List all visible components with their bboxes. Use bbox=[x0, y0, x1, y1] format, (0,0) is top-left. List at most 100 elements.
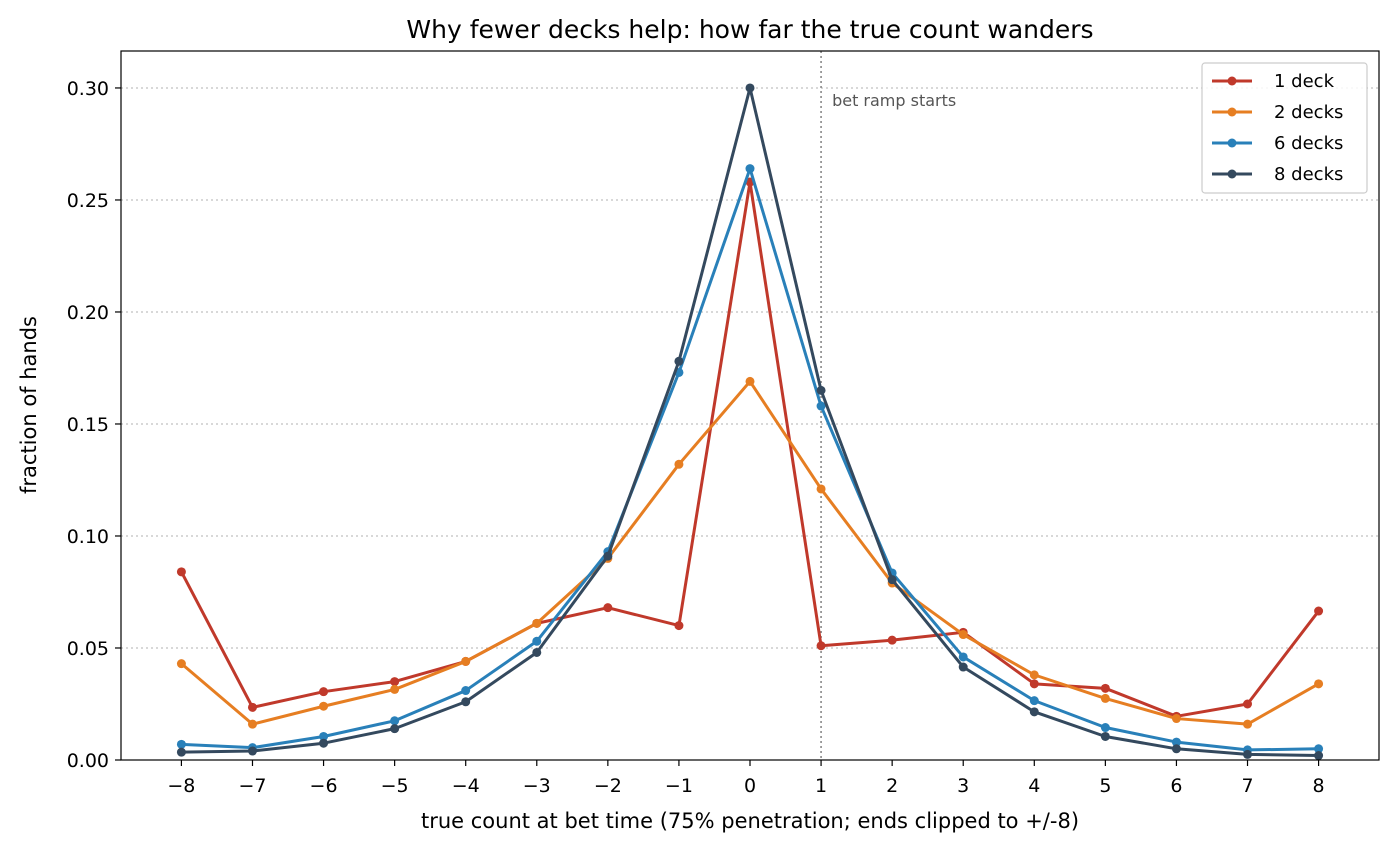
data-point bbox=[674, 356, 684, 366]
data-point bbox=[1029, 679, 1039, 689]
data-point bbox=[674, 621, 684, 631]
y-tick-label: 0.25 bbox=[67, 190, 109, 212]
data-point bbox=[461, 656, 471, 666]
data-point bbox=[319, 738, 329, 748]
series-3 bbox=[176, 164, 1324, 755]
x-tick-label: −3 bbox=[523, 775, 551, 797]
legend-label: 1 deck bbox=[1274, 71, 1335, 92]
legend: 1 deck 2 decks 6 decks 8 decks bbox=[1201, 62, 1368, 194]
data-point bbox=[176, 739, 186, 749]
data-point bbox=[1029, 707, 1039, 717]
data-point bbox=[958, 630, 968, 640]
series-line bbox=[180, 180, 1320, 718]
data-point bbox=[461, 697, 471, 707]
bet-ramp-annotation: bet ramp starts bbox=[832, 91, 956, 110]
data-point bbox=[390, 677, 400, 687]
legend-box bbox=[1201, 62, 1368, 194]
x-tick-label: −4 bbox=[452, 775, 480, 797]
x-tick-label: 3 bbox=[957, 775, 969, 797]
data-point bbox=[1100, 683, 1110, 693]
legend-item: 8 decks bbox=[1212, 164, 1343, 185]
data-point bbox=[816, 401, 826, 411]
series-4 bbox=[176, 83, 1324, 761]
data-point bbox=[887, 635, 897, 645]
data-point bbox=[1029, 670, 1039, 680]
x-tick-label: 4 bbox=[1028, 775, 1040, 797]
y-tick-label: 0.15 bbox=[67, 414, 109, 436]
data-point bbox=[532, 636, 542, 646]
data-point bbox=[1314, 606, 1324, 616]
data-point bbox=[958, 652, 968, 662]
data-point bbox=[887, 575, 897, 585]
axes: 0.00 0.05 0.10 0.15 0.20 0.25 0.30 −8 −7 −6 −5 −4 −3… bbox=[67, 78, 1325, 797]
data-point bbox=[390, 716, 400, 726]
x-axis-label: true count at bet time (75% penetration;… bbox=[421, 809, 1079, 833]
x-tick-label: −7 bbox=[238, 775, 266, 797]
data-point bbox=[247, 702, 257, 712]
data-point bbox=[816, 641, 826, 651]
legend-label: 8 decks bbox=[1274, 164, 1343, 185]
x-tick-label: −8 bbox=[167, 775, 195, 797]
data-point bbox=[1029, 696, 1039, 706]
data-point bbox=[603, 551, 613, 561]
x-tick-label: 6 bbox=[1170, 775, 1182, 797]
data-point bbox=[176, 747, 186, 757]
legend-swatch-marker bbox=[1227, 138, 1237, 148]
data-point bbox=[319, 731, 329, 741]
data-point bbox=[1314, 679, 1324, 689]
data-point bbox=[1243, 719, 1253, 729]
data-point bbox=[1100, 693, 1110, 703]
data-point bbox=[745, 83, 755, 93]
y-tick-label: 0.30 bbox=[67, 78, 109, 100]
legend-item: 1 deck bbox=[1212, 71, 1335, 92]
data-point bbox=[176, 567, 186, 577]
data-point bbox=[958, 662, 968, 672]
data-point bbox=[319, 687, 329, 697]
y-tick-label: 0.20 bbox=[67, 302, 109, 324]
data-point bbox=[1171, 737, 1181, 747]
data-point bbox=[390, 724, 400, 734]
series-line bbox=[181, 167, 1319, 752]
x-tick-label: 5 bbox=[1099, 775, 1111, 797]
data-point bbox=[603, 603, 613, 613]
data-point bbox=[745, 376, 755, 386]
data-point bbox=[247, 719, 257, 729]
data-point bbox=[319, 701, 329, 711]
data-point bbox=[247, 746, 257, 756]
x-tick-label: 0 bbox=[744, 775, 756, 797]
legend-item: 2 decks bbox=[1212, 102, 1343, 123]
data-point bbox=[816, 484, 826, 494]
data-point bbox=[532, 618, 542, 628]
y-tick-label: 0.10 bbox=[67, 526, 109, 548]
x-tick-label: −5 bbox=[381, 775, 409, 797]
data-point bbox=[1100, 731, 1110, 741]
legend-label: 2 decks bbox=[1274, 102, 1343, 123]
x-tick-label: 7 bbox=[1241, 775, 1253, 797]
y-tick-label: 0.05 bbox=[67, 638, 109, 660]
reference-line-layer: bet ramp starts bbox=[820, 51, 956, 760]
x-tick-label: −1 bbox=[665, 775, 693, 797]
data-point bbox=[390, 684, 400, 694]
data-point bbox=[674, 459, 684, 469]
x-tick-label: 1 bbox=[815, 775, 827, 797]
y-tick-label: 0.00 bbox=[67, 750, 109, 772]
legend-swatch-marker bbox=[1227, 76, 1237, 86]
data-point bbox=[1100, 723, 1110, 733]
data-point bbox=[1243, 749, 1253, 759]
chart-title: Why fewer decks help: how far the true c… bbox=[406, 15, 1093, 44]
plot-area-frame bbox=[120, 50, 1380, 761]
data-point bbox=[461, 686, 471, 696]
data-point bbox=[1314, 751, 1324, 761]
data-point bbox=[1314, 744, 1324, 754]
series-2 bbox=[176, 376, 1324, 729]
data-point bbox=[1171, 744, 1181, 754]
x-tick-label: −2 bbox=[594, 775, 622, 797]
legend-item: 6 decks bbox=[1212, 133, 1343, 154]
x-tick-label: 2 bbox=[886, 775, 898, 797]
y-axis-label: fraction of hands bbox=[17, 316, 41, 494]
data-point bbox=[745, 164, 755, 174]
data-point bbox=[176, 659, 186, 669]
series-line bbox=[180, 379, 1320, 726]
series-layer bbox=[176, 83, 1324, 761]
